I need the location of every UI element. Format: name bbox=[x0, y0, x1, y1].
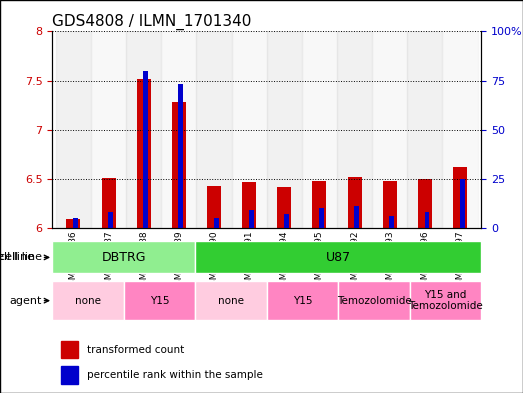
Bar bbox=[277, 187, 291, 228]
Bar bbox=[178, 84, 184, 228]
Bar bbox=[197, 31, 232, 228]
Bar bbox=[56, 31, 91, 228]
Bar bbox=[61, 341, 78, 358]
FancyBboxPatch shape bbox=[195, 241, 481, 274]
Bar bbox=[372, 31, 407, 228]
FancyBboxPatch shape bbox=[124, 281, 195, 320]
Bar bbox=[354, 206, 359, 228]
Bar bbox=[460, 179, 464, 228]
Bar bbox=[91, 31, 126, 228]
Text: cell line: cell line bbox=[0, 252, 35, 263]
Text: cell line: cell line bbox=[0, 252, 42, 263]
Bar bbox=[101, 178, 116, 228]
Text: GDS4808 / ILMN_1701340: GDS4808 / ILMN_1701340 bbox=[52, 14, 252, 30]
Text: none: none bbox=[75, 296, 101, 306]
Bar bbox=[137, 79, 151, 228]
Bar bbox=[425, 212, 429, 228]
Bar bbox=[418, 179, 432, 228]
Text: Temozolomide: Temozolomide bbox=[337, 296, 411, 306]
Text: none: none bbox=[218, 296, 244, 306]
Text: Y15: Y15 bbox=[293, 296, 312, 306]
Bar bbox=[126, 31, 161, 228]
Bar bbox=[66, 219, 81, 228]
FancyBboxPatch shape bbox=[52, 241, 195, 274]
Bar bbox=[383, 181, 397, 228]
Bar bbox=[390, 216, 394, 228]
Bar bbox=[312, 181, 326, 228]
FancyBboxPatch shape bbox=[195, 281, 267, 320]
Bar bbox=[207, 186, 221, 228]
FancyBboxPatch shape bbox=[267, 281, 338, 320]
Bar bbox=[348, 177, 361, 228]
FancyBboxPatch shape bbox=[338, 281, 410, 320]
Text: percentile rank within the sample: percentile rank within the sample bbox=[87, 370, 263, 380]
Text: DBTRG: DBTRG bbox=[101, 251, 146, 264]
Bar bbox=[143, 71, 148, 228]
Bar bbox=[453, 167, 467, 228]
Bar bbox=[337, 31, 372, 228]
FancyBboxPatch shape bbox=[52, 281, 124, 320]
Text: agent: agent bbox=[9, 296, 42, 306]
Bar bbox=[267, 31, 302, 228]
Bar bbox=[61, 366, 78, 384]
Bar bbox=[242, 182, 256, 228]
Bar bbox=[232, 31, 267, 228]
Bar bbox=[302, 31, 337, 228]
Bar bbox=[249, 210, 254, 228]
Bar bbox=[108, 212, 113, 228]
Bar bbox=[407, 31, 442, 228]
Bar bbox=[284, 214, 289, 228]
Bar bbox=[442, 31, 477, 228]
Bar bbox=[73, 218, 78, 228]
FancyBboxPatch shape bbox=[410, 281, 481, 320]
Text: Y15 and
Temozolomide: Y15 and Temozolomide bbox=[408, 290, 483, 311]
Text: U87: U87 bbox=[326, 251, 351, 264]
Bar bbox=[319, 208, 324, 228]
Text: Y15: Y15 bbox=[150, 296, 169, 306]
Bar bbox=[214, 218, 219, 228]
Text: transformed count: transformed count bbox=[87, 345, 184, 354]
Bar bbox=[161, 31, 197, 228]
Bar bbox=[172, 102, 186, 228]
